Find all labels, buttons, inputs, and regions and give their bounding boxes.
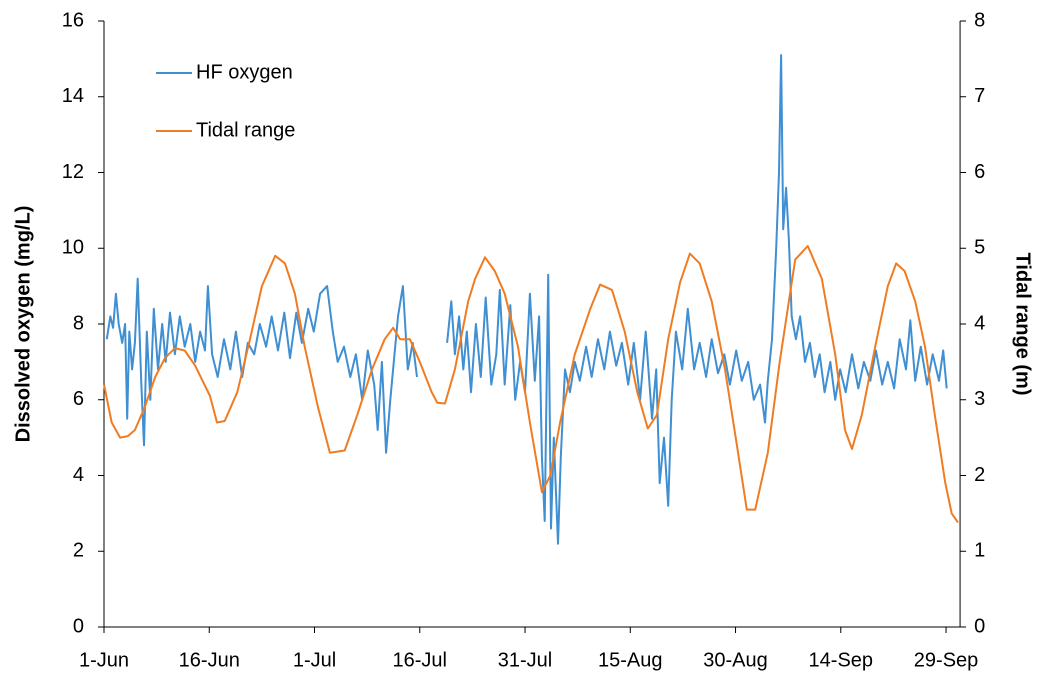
y2-tick-label: 3 bbox=[974, 388, 985, 410]
y2-tick-label: 4 bbox=[974, 312, 985, 334]
x-tick-label: 16-Jul bbox=[393, 649, 447, 671]
legend-label: HF oxygen bbox=[196, 61, 293, 83]
x-tick-label: 1-Jun bbox=[79, 649, 129, 671]
x-tick-label: 16-Jun bbox=[179, 649, 240, 671]
y2-tick-label: 0 bbox=[974, 615, 985, 637]
y-tick-label: 16 bbox=[62, 9, 84, 31]
y2-tick-label: 6 bbox=[974, 161, 985, 183]
y-tick-label: 4 bbox=[73, 464, 84, 486]
x-tick-label: 15-Aug bbox=[598, 649, 663, 671]
y-tick-label: 0 bbox=[73, 615, 84, 637]
x-tick-label: 29-Sep bbox=[914, 649, 979, 671]
y2-axis-label: Tidal range (m) bbox=[1012, 253, 1034, 396]
x-tick-label: 1-Jul bbox=[293, 649, 336, 671]
y-tick-label: 12 bbox=[62, 161, 84, 183]
y2-tick-label: 8 bbox=[974, 9, 985, 31]
y2-tick-label: 5 bbox=[974, 237, 985, 259]
y-tick-label: 6 bbox=[73, 388, 84, 410]
x-tick-label: 31-Jul bbox=[498, 649, 552, 671]
y-tick-label: 14 bbox=[62, 85, 84, 107]
y-axis-label: Dissolved oxygen (mg/L) bbox=[12, 206, 34, 443]
x-tick-label: 14-Sep bbox=[809, 649, 874, 671]
y2-tick-label: 2 bbox=[974, 464, 985, 486]
y2-tick-label: 7 bbox=[974, 85, 985, 107]
y-tick-label: 10 bbox=[62, 237, 84, 259]
x-tick-label: 30-Aug bbox=[703, 649, 768, 671]
y-tick-label: 2 bbox=[73, 540, 84, 562]
series-line bbox=[103, 245, 959, 524]
y-tick-label: 8 bbox=[73, 312, 84, 334]
legend-label: Tidal range bbox=[196, 119, 295, 141]
y2-tick-label: 1 bbox=[974, 540, 985, 562]
